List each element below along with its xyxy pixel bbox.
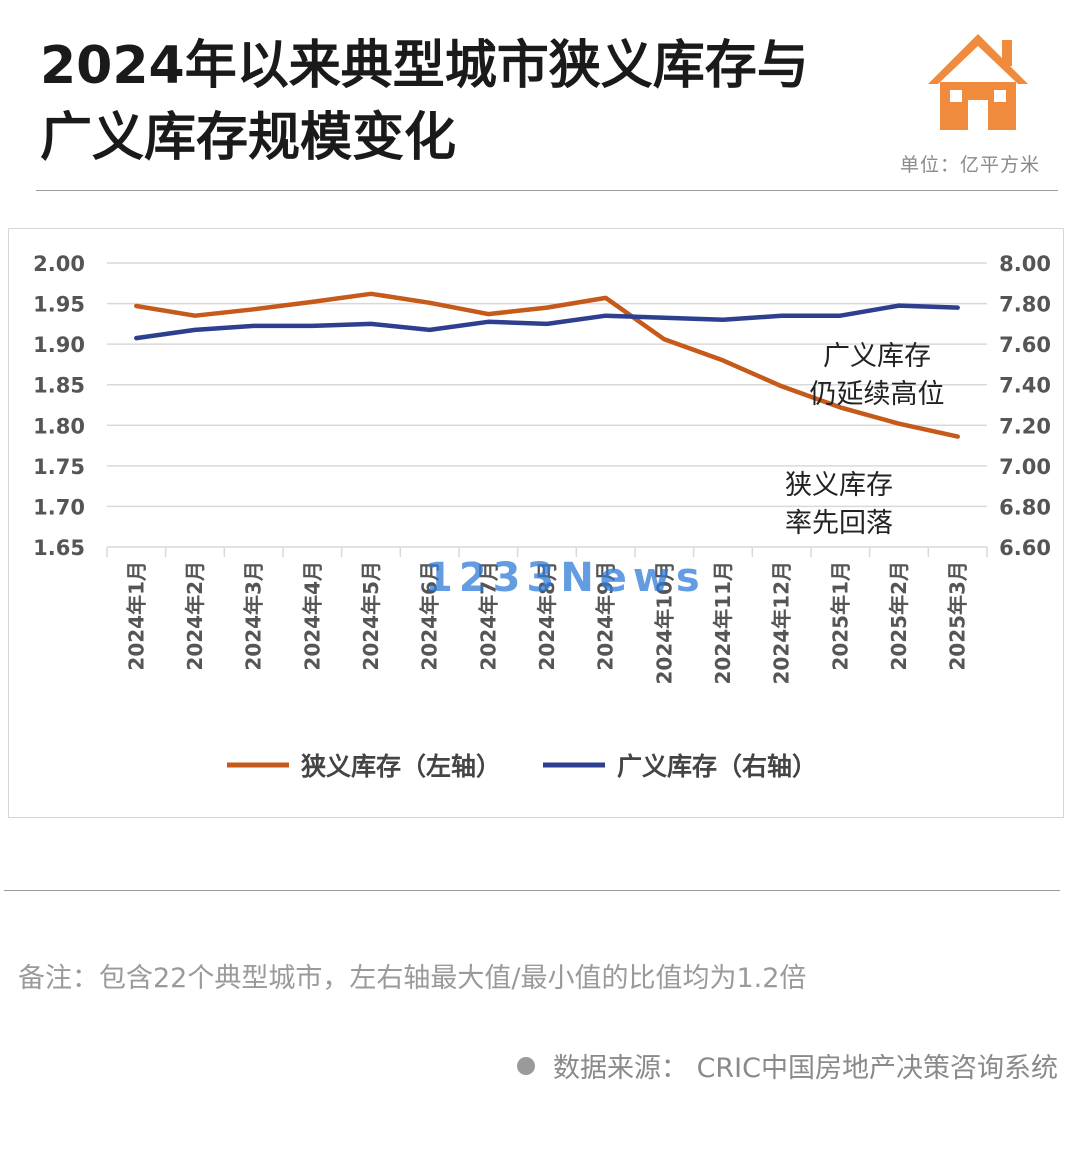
- house-icon: [928, 34, 1028, 130]
- left-tick-label: 1.65: [33, 536, 85, 560]
- chart-annotation: 率先回落: [785, 508, 893, 539]
- x-tick-label: 2024年2月: [183, 561, 207, 671]
- right-tick-label: 6.60: [999, 536, 1051, 560]
- right-tick-label: 7.00: [999, 455, 1051, 479]
- x-tick-label: 2024年10月: [652, 561, 676, 685]
- x-tick-label: 2024年1月: [124, 561, 148, 671]
- left-tick-label: 2.00: [33, 252, 85, 276]
- unit-label: 单位：亿平方米: [899, 154, 1040, 176]
- series-line-broad: [134, 303, 960, 341]
- divider: [4, 890, 1060, 891]
- left-tick-label: 1.70: [33, 495, 85, 519]
- left-tick-label: 1.85: [33, 374, 85, 398]
- source-line: 数据来源： CRIC中国房地产决策咨询系统: [516, 1046, 1058, 1085]
- x-tick-label: 2024年12月: [770, 561, 794, 685]
- divider: [36, 190, 1058, 191]
- series-line-narrow: [134, 291, 960, 439]
- chart-title: 2024年以来典型城市狭义库存与广义库存规模变化: [40, 36, 809, 168]
- x-tick-label: 2024年5月: [359, 561, 383, 671]
- x-tick-label: 2024年3月: [242, 561, 266, 671]
- legend-label: 广义库存（右轴）: [617, 752, 817, 781]
- footnote: 备注：包含22个典型城市，左右轴最大值/最小值的比值均为1.2倍: [18, 963, 807, 994]
- x-tick-label: 2024年9月: [594, 561, 618, 671]
- left-tick-label: 1.90: [33, 333, 85, 357]
- right-tick-label: 8.00: [999, 252, 1051, 276]
- right-tick-label: 7.40: [999, 374, 1051, 398]
- watermark: 1233News: [425, 555, 706, 601]
- source-text: 数据来源： CRIC中国房地产决策咨询系统: [552, 1053, 1058, 1084]
- right-tick-label: 7.60: [999, 333, 1051, 357]
- legend-label: 狭义库存（左轴）: [300, 752, 501, 781]
- line-chart: 2.00 8.00 1.95 7.80 1.90 7.60 1.85 7.40 1.80 7.20…: [33, 252, 1051, 781]
- chart-annotation: 广义库存: [823, 341, 931, 372]
- right-tick-label: 7.20: [999, 414, 1051, 438]
- left-tick-label: 1.95: [33, 293, 85, 317]
- right-tick-label: 6.80: [999, 495, 1051, 519]
- left-tick-label: 1.75: [33, 455, 85, 479]
- x-tick-label: 2024年8月: [535, 561, 559, 671]
- bullet-icon: [516, 1056, 535, 1075]
- x-tick-label: 2025年2月: [887, 561, 911, 671]
- right-tick-label: 7.80: [999, 293, 1051, 317]
- x-tick-label: 2024年11月: [711, 561, 735, 685]
- x-tick-label: 2025年1月: [828, 561, 852, 671]
- x-tick-label: 2024年4月: [300, 561, 324, 671]
- chart-annotation: 仍延续高位: [810, 379, 945, 410]
- left-tick-label: 1.80: [33, 414, 85, 438]
- x-tick-label: 2024年7月: [476, 561, 500, 671]
- x-tick-label: 2025年3月: [946, 561, 970, 671]
- x-tick-label: 2024年6月: [418, 561, 442, 671]
- chart-panel: 2.00 8.00 1.95 7.80 1.90 7.60 1.85 7.40 1.80 7.20…: [8, 228, 1064, 818]
- chart-annotation: 狭义库存: [785, 470, 893, 501]
